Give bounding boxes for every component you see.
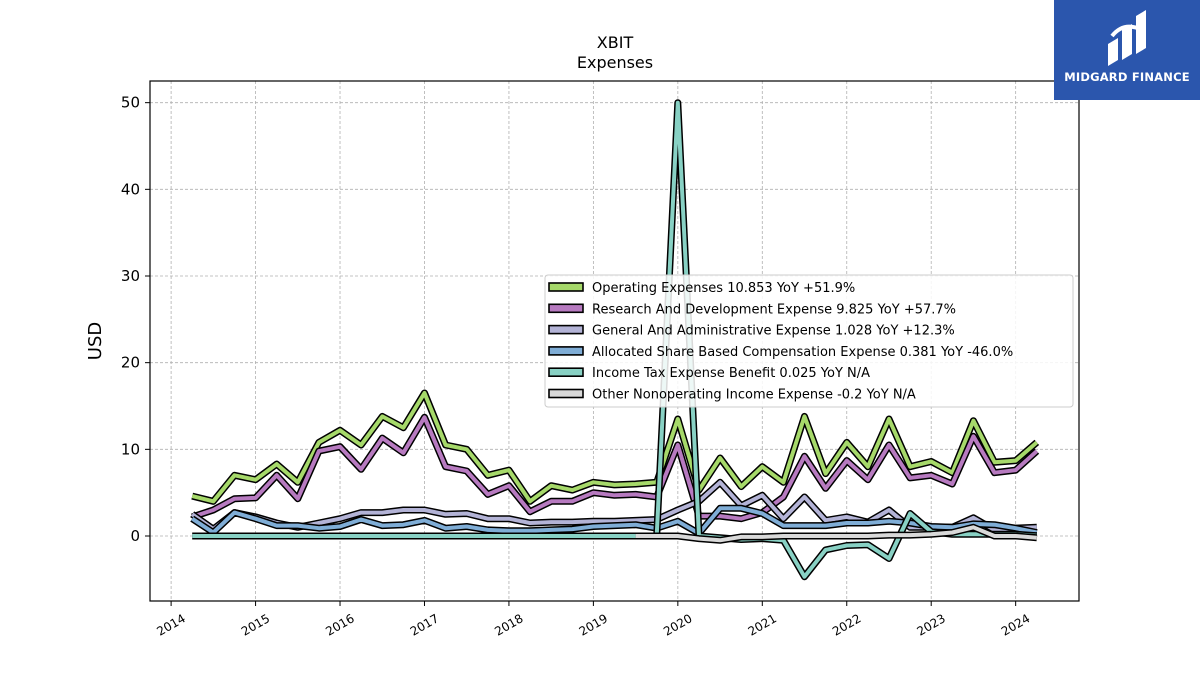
legend-swatch [548,388,584,399]
x-tick-label: 2023 [914,611,947,638]
y-tick-label: 10 [121,440,140,458]
legend-swatch [548,346,584,356]
brand-logo: MIDGARD FINANCE [1054,0,1200,100]
legend-label: Operating Expenses 10.853 YoY +51.9% [592,281,855,296]
legend-label: Income Tax Expense Benefit 0.025 YoY N/A [592,366,870,381]
x-tick-label: 2024 [999,611,1032,638]
x-tick-label: 2016 [323,611,356,638]
logo-mark-icon [1108,10,1146,66]
legend-swatch [548,367,584,378]
legend-label: General And Administrative Expense 1.028… [592,324,955,339]
series-line-other-nonoperating-income-expense [635,525,1037,543]
x-tick-label: 2015 [239,611,272,638]
y-tick-label: 0 [130,527,140,545]
series-line-research-and-development-expense [191,415,1039,521]
legend-label: Research And Development Expense 9.825 Y… [592,302,956,317]
chart-subtitle: Expenses [577,53,653,72]
x-tick-label: 2018 [492,611,525,638]
x-tick-label: 2021 [746,611,779,638]
legend-label: Other Nonoperating Income Expense -0.2 Y… [592,388,916,403]
series-line-operating-expenses [191,391,1039,504]
y-tick-label: 20 [121,354,140,372]
legend-box [544,274,1074,408]
x-tick-label: 2017 [408,611,441,638]
series-line-income-tax-expense-benefit [192,100,1037,579]
series-group [190,99,1040,581]
x-tick-label: 2022 [830,611,863,638]
x-tick-label: 2019 [577,611,610,638]
plot-frame [149,80,1080,602]
legend-swatch [548,324,584,335]
y-tick-label: 30 [121,267,140,285]
x-tick-label: 2020 [661,611,694,638]
series-line-general-and-administrative-expense [191,480,1037,532]
y-tick-label: 50 [121,94,140,112]
y-axis-label: USD [85,322,106,360]
legend: Operating Expenses 10.853 YoY +51.9% Rese… [544,274,1074,408]
legend-swatch [548,282,584,292]
legend-swatch [548,303,584,314]
legend-label: Allocated Share Based Compensation Expen… [592,345,1013,360]
logo-text: MIDGARD FINANCE [1064,70,1190,84]
x-tick-label: 2014 [154,611,187,638]
series-line-allocated-share-based-compensation-expense [191,506,1038,536]
y-tick-label: 40 [121,180,140,198]
chart-title: XBIT [597,33,634,52]
